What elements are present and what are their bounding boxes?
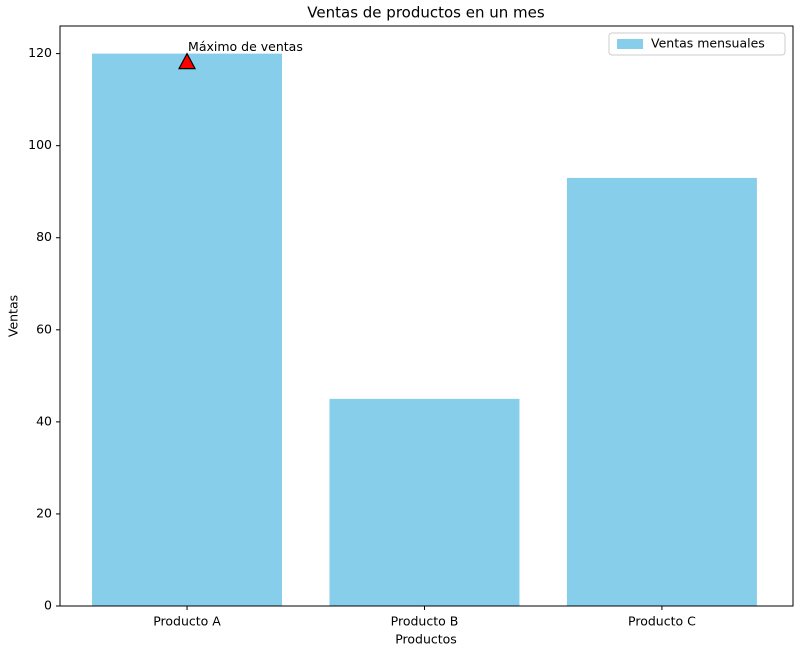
bar (566, 177, 757, 606)
y-tick-label: 120 (28, 45, 52, 60)
bar (92, 53, 283, 607)
x-tick-label: Producto B (391, 614, 459, 629)
y-tick-label: 0 (44, 598, 52, 613)
x-axis-label: Productos (395, 632, 457, 647)
legend-label: Ventas mensuales (651, 36, 765, 51)
chart-title: Ventas de productos en un mes (307, 4, 545, 22)
y-tick-label: 40 (36, 413, 52, 428)
legend-swatch (617, 39, 643, 49)
y-axis-label: Ventas (6, 295, 21, 337)
y-tick-label: 100 (28, 137, 52, 152)
plot-frame (59, 25, 794, 607)
y-tick-label: 20 (36, 505, 52, 520)
x-tick-label: Producto A (153, 614, 221, 629)
y-tick-label: 80 (36, 229, 52, 244)
annotation-text: Máximo de ventas (188, 39, 303, 54)
x-tick-label: Producto C (628, 614, 696, 629)
legend-box (608, 32, 786, 56)
annotation-marker (178, 52, 197, 70)
y-tick-label: 60 (36, 321, 52, 336)
bar (329, 398, 520, 606)
